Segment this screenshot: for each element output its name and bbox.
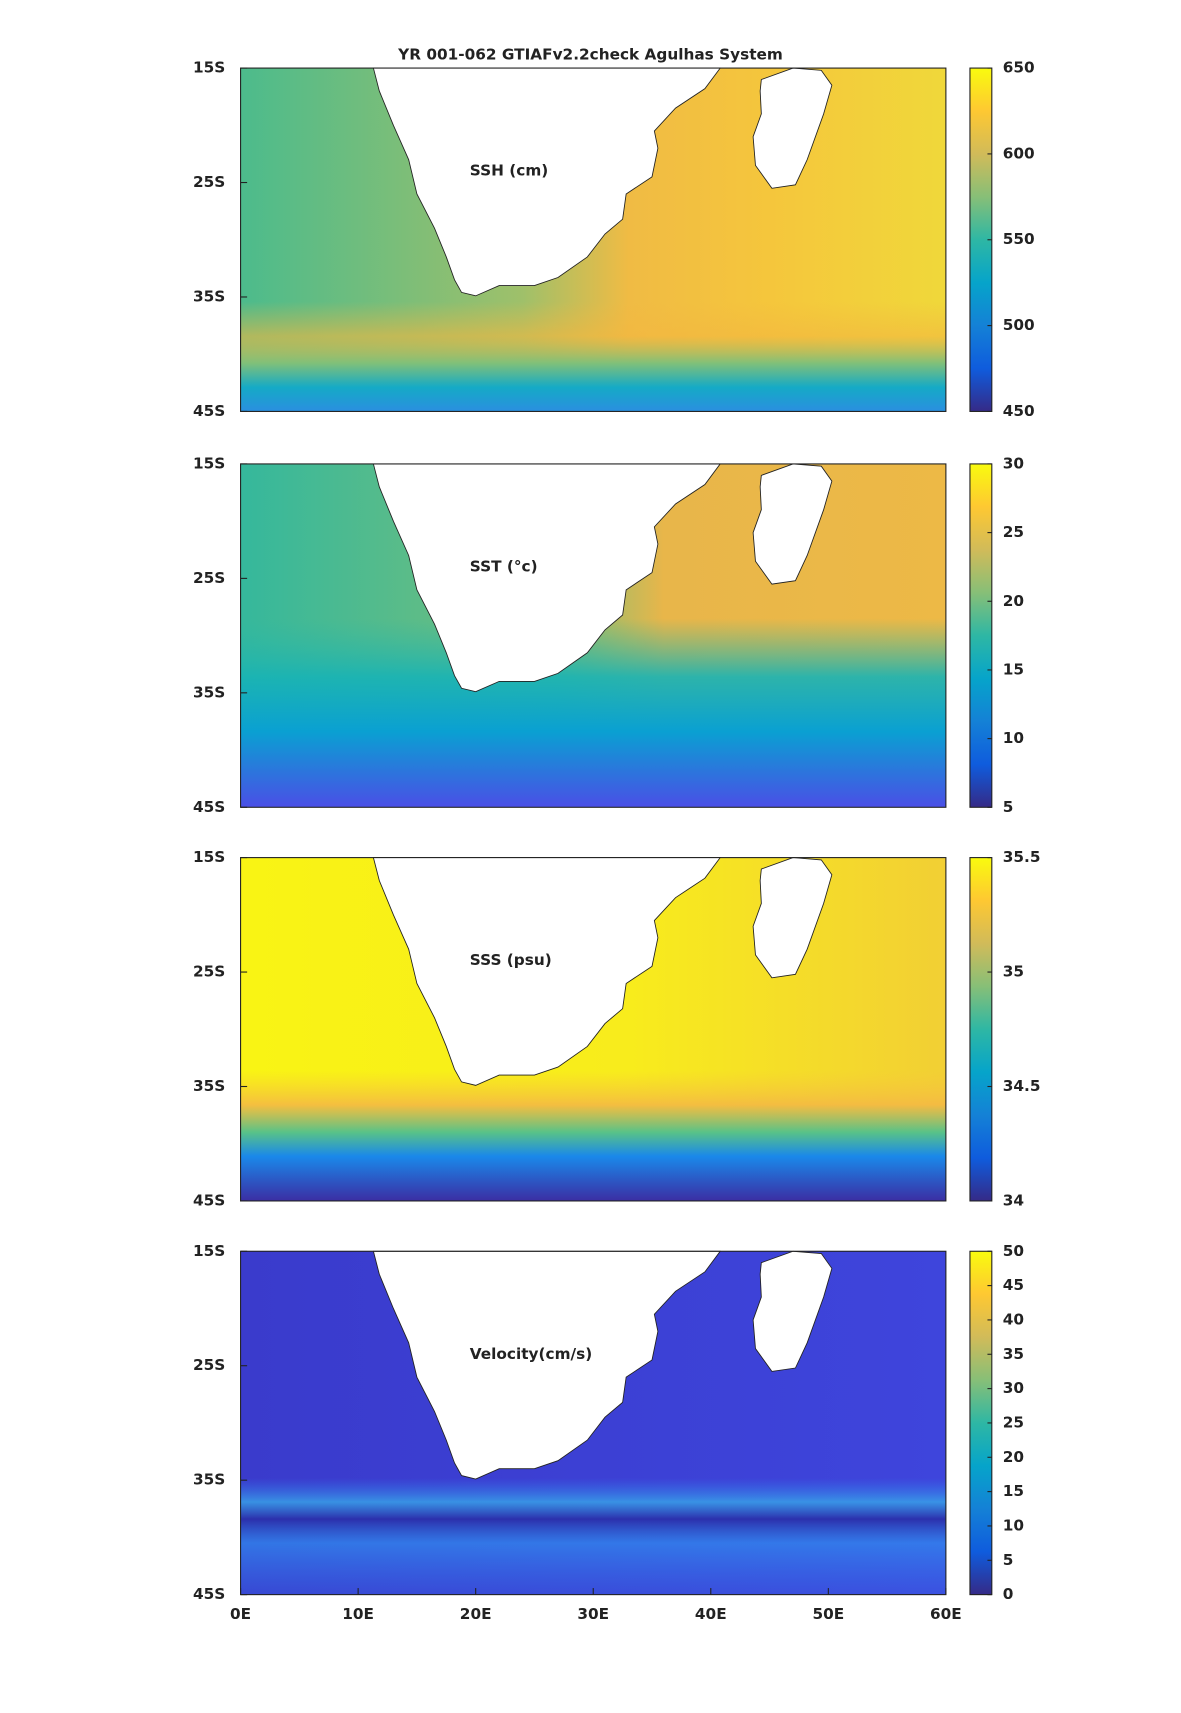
- y-tick-label: 15S: [193, 848, 225, 866]
- land: [372, 463, 722, 693]
- land: [372, 1250, 722, 1480]
- map-panel: SST (°c) 15S 25S 35S 45S 5 10 15 20 25 30: [193, 454, 1024, 815]
- colorbar: [969, 463, 993, 808]
- colorbar-tick-label: 40: [1003, 1310, 1024, 1328]
- y-tick-label: 35S: [193, 287, 225, 305]
- map-panel: SSH (cm) 15S 25S 35S 45S 450 500 550 600 650: [193, 59, 1035, 420]
- colorbar-tick-label: 500: [1003, 316, 1035, 334]
- colorbar-tick-label: 35: [1003, 1345, 1024, 1363]
- y-tick-label: 25S: [193, 1356, 225, 1374]
- y-tick-label: 45S: [193, 1191, 225, 1209]
- y-tick-label: 25S: [193, 569, 225, 587]
- colorbar-tick-label: 20: [1003, 592, 1024, 610]
- colorbar-tick-label: 650: [1003, 59, 1035, 77]
- colorbar-tick-label: 35.5: [1003, 848, 1041, 866]
- y-tick-label: 15S: [193, 454, 225, 472]
- y-tick-label: 25S: [193, 963, 225, 981]
- x-tick-label: 60E: [930, 1605, 962, 1623]
- land: [752, 67, 833, 189]
- map-panel: SSS (psu) 15S 25S 35S 45S 34 34.5 35 35.5: [193, 848, 1041, 1209]
- y-tick-label: 35S: [193, 683, 225, 701]
- panel-label: Velocity(cm/s): [470, 1345, 592, 1363]
- colorbar-tick-label: 10: [1003, 729, 1024, 747]
- panel-label: SST (°c): [470, 557, 538, 575]
- y-tick-label: 45S: [193, 798, 225, 816]
- y-tick-label: 45S: [193, 1585, 225, 1603]
- map-panel: Velocity(cm/s) 15S 25S 35S 45S 0E 10E 20E 30E 40E…: [193, 1242, 1024, 1623]
- figure-title: YR 001-062 GTIAFv2.2check Agulhas System: [397, 45, 783, 63]
- colorbar-tick-label: 550: [1003, 230, 1035, 248]
- x-tick-label: 50E: [812, 1605, 844, 1623]
- land: [752, 1250, 833, 1372]
- colorbar-tick-label: 0: [1003, 1585, 1014, 1603]
- axes-frame: [240, 857, 947, 1202]
- colorbar-tick-label: 20: [1003, 1448, 1024, 1466]
- y-tick-label: 35S: [193, 1471, 225, 1489]
- y-tick-label: 35S: [193, 1077, 225, 1095]
- colorbar-tick-label: 450: [1003, 402, 1035, 420]
- y-tick-label: 25S: [193, 173, 225, 191]
- colorbar-tick-label: 25: [1003, 523, 1024, 541]
- colorbar-tick-label: 34: [1003, 1191, 1024, 1209]
- land: [372, 857, 722, 1086]
- colorbar-tick-label: 600: [1003, 144, 1035, 162]
- colorbar-tick-label: 15: [1003, 1482, 1024, 1500]
- colorbar-tick-label: 5: [1003, 798, 1014, 816]
- land: [372, 67, 722, 297]
- colorbar-tick-label: 5: [1003, 1551, 1014, 1569]
- colorbar: [969, 857, 993, 1202]
- x-tick-label: 0E: [230, 1605, 251, 1623]
- axes-frame: [240, 67, 947, 412]
- x-tick-label: 30E: [577, 1605, 609, 1623]
- colorbar-tick-label: 30: [1003, 1379, 1024, 1397]
- x-tick-label: 40E: [695, 1605, 727, 1623]
- colorbar-tick-label: 35: [1003, 963, 1024, 981]
- y-tick-label: 15S: [193, 59, 225, 77]
- axes-frame: [240, 463, 947, 808]
- land: [752, 463, 833, 585]
- colorbar-tick-label: 10: [1003, 1516, 1024, 1534]
- colorbar-tick-label: 15: [1003, 660, 1024, 678]
- panel-label: SSS (psu): [470, 951, 552, 969]
- x-tick-label: 20E: [460, 1605, 492, 1623]
- panel-label: SSH (cm): [470, 162, 548, 180]
- y-tick-label: 45S: [193, 402, 225, 420]
- colorbar-tick-label: 30: [1003, 454, 1024, 472]
- colorbar-tick-label: 34.5: [1003, 1077, 1041, 1095]
- colorbar-tick-label: 45: [1003, 1276, 1024, 1294]
- land: [752, 857, 833, 979]
- colorbar-tick-label: 50: [1003, 1242, 1024, 1260]
- y-tick-label: 15S: [193, 1242, 225, 1260]
- colorbar-tick-label: 25: [1003, 1413, 1024, 1431]
- x-tick-label: 10E: [342, 1605, 374, 1623]
